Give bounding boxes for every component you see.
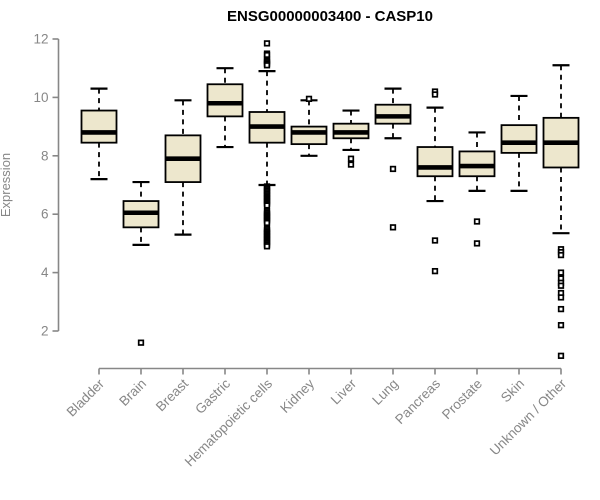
box-group-hematopoietic-cells [248, 40, 286, 250]
outlier-point [137, 339, 145, 346]
outlier-point [263, 62, 271, 69]
y-tick-label: 6 [41, 207, 49, 222]
outlier-point [263, 40, 271, 47]
x-tick-label-prostate: Prostate [439, 376, 485, 422]
box-group-breast [164, 99, 202, 236]
outlier-point [389, 165, 397, 173]
box-group-bladder [80, 87, 118, 181]
y-tick-label: 8 [41, 148, 49, 163]
outlier-point [263, 219, 271, 227]
outlier-point [431, 237, 439, 244]
y-tick-label: 12 [33, 32, 48, 47]
x-tick-label-breast: Breast [153, 376, 191, 414]
outlier-point [557, 282, 565, 289]
outlier-point [263, 202, 271, 209]
y-tick-label: 2 [41, 324, 49, 339]
box-group-skin [500, 94, 538, 192]
box-group-gastric [206, 67, 244, 149]
y-tick-label: 10 [33, 90, 48, 105]
x-tick-label-unknown-other: Unknown / Other [487, 376, 570, 459]
box-rect [80, 109, 118, 144]
box-group-pancreas [416, 88, 454, 275]
y-axis: 2 4 6 8 10 12 [33, 32, 60, 339]
x-tick-label-pancreas: Pancreas [392, 376, 443, 427]
outlier-point [389, 224, 397, 231]
x-tick-label-gastric: Gastric [192, 376, 233, 417]
box-group-brain [122, 180, 160, 346]
x-tick-label-brain: Brain [116, 376, 149, 409]
box-rect [206, 83, 244, 118]
outlier-point [473, 240, 481, 247]
outlier-point [557, 294, 565, 301]
outlier-point [305, 95, 313, 103]
y-tick-label: 4 [41, 265, 49, 280]
outlier-point [557, 305, 565, 313]
outlier-point [347, 155, 355, 162]
x-tick-label-bladder: Bladder [64, 376, 108, 420]
x-tick-label-liver: Liver [328, 376, 360, 408]
outlier-point [557, 322, 565, 329]
box-rect [290, 125, 328, 146]
x-tick-label-kidney: Kidney [277, 376, 317, 416]
box-group-liver [332, 109, 370, 168]
outlier-point [473, 218, 481, 225]
outlier-point [431, 267, 439, 275]
outlier-point [263, 243, 271, 250]
outlier-point [431, 91, 439, 98]
box-rect [416, 146, 454, 178]
outlier-point [557, 269, 565, 276]
outlier-point [347, 161, 355, 168]
box-group-lung [374, 87, 412, 231]
outlier-point [557, 251, 565, 259]
outlier-point [557, 352, 565, 359]
box-group-prostate [458, 131, 496, 247]
box-group-kidney [290, 95, 328, 157]
x-tick-label-skin: Skin [498, 376, 527, 405]
x-tick-label-lung: Lung [369, 376, 401, 408]
box-rect [500, 124, 538, 154]
box-group-unknown-other [542, 64, 580, 359]
chart-title: ENSG00000003400 - CASP10 [227, 8, 433, 25]
